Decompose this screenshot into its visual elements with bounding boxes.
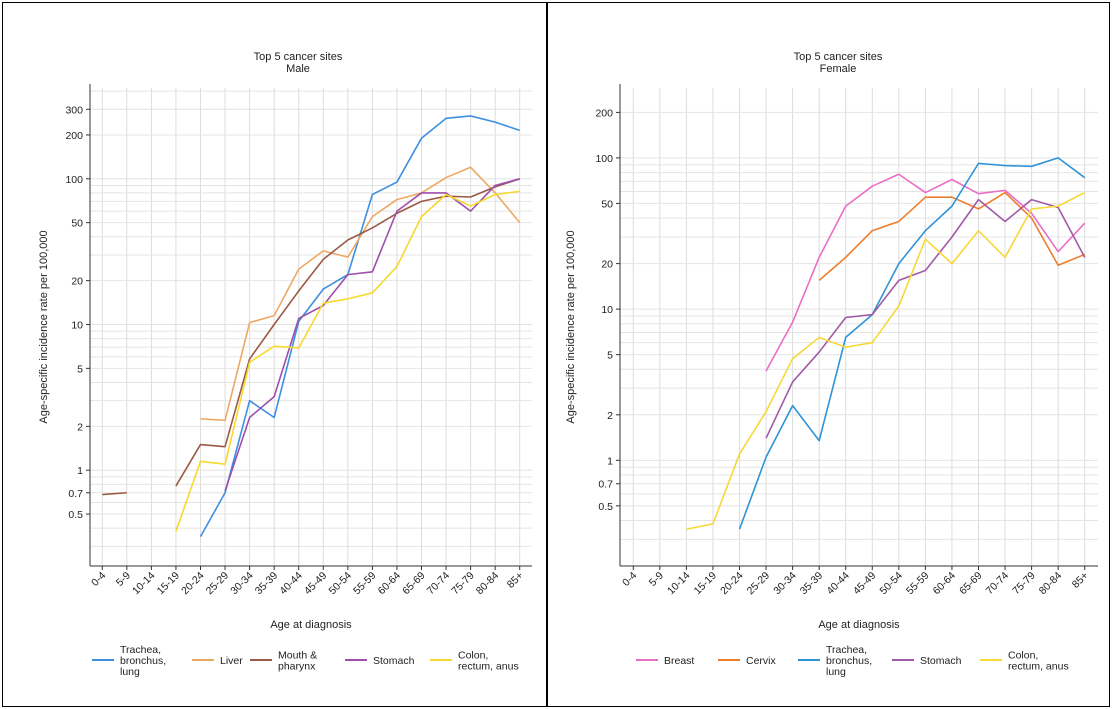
x-tick-label: 15-19 [155,570,183,598]
legend-label: Stomach [920,655,962,667]
x-tick-label: 35-39 [253,570,281,598]
series-line [818,191,1086,281]
series-line [738,157,1086,530]
x-tick-label: 55-59 [904,570,932,598]
y-axis-label: Age-specific incidence rate per 100,000 [565,230,577,423]
y-tick-label: 0.5 [68,509,83,521]
x-tick-label: 40-44 [277,570,305,598]
x-tick-label: 30-34 [771,570,799,598]
x-tick-label: 5-9 [114,570,133,589]
series-line [175,190,520,532]
x-tick-label: 45-49 [851,570,879,598]
panel-divider [546,3,548,706]
legend-label: Colon, rectum, anus [458,650,519,673]
series-line [686,191,1086,531]
legend-label: Cervix [746,655,777,667]
legend-label: Trachea, bronchus, lung [826,644,872,678]
x-tick-label: 10-14 [665,570,693,598]
y-tick-label: 200 [65,130,83,142]
y-tick-label: 300 [65,104,83,116]
series-line [175,178,520,487]
x-tick-label: 15-19 [692,570,720,598]
y-tick-label: 2 [77,421,83,433]
chart-subtitle: Male [286,63,310,75]
x-tick-label: 65-69 [400,570,428,598]
x-tick-label: 20-24 [179,570,207,598]
x-tick-label: 35-39 [798,570,826,598]
x-tick-label: 80-84 [1037,570,1065,598]
legend-label: Colon, rectum, anus [1008,650,1069,673]
x-tick-label: 60-64 [376,570,404,598]
x-tick-label: 50-54 [877,570,905,598]
x-tick-label: 20-24 [718,570,746,598]
series-line [102,491,127,496]
x-tick-label: 75-79 [449,570,477,598]
y-tick-label: 1 [607,455,613,467]
y-tick-label: 1 [77,465,83,477]
x-tick-label: 80-84 [474,570,502,598]
chart-subtitle: Female [820,63,857,75]
y-tick-label: 2 [607,410,613,422]
x-tick-label: 25-29 [745,570,773,598]
x-tick-label: 5-9 [647,570,666,589]
chart-title: Top 5 cancer sites [794,51,883,63]
x-tick-label: 10-14 [130,570,158,598]
y-tick-label: 10 [601,304,613,316]
series-line [765,198,1086,439]
legend-label: Stomach [373,655,415,667]
x-tick-label: 0-4 [620,570,639,589]
y-tick-label: 100 [595,153,613,165]
y-tick-label: 20 [71,276,83,288]
legend-label: Trachea, bronchus, lung [120,644,166,678]
series-line [224,178,520,492]
y-tick-label: 50 [71,218,83,230]
y-axis-label: Age-specific incidence rate per 100,000 [38,230,50,423]
x-tick-label: 60-64 [931,570,959,598]
y-tick-label: 50 [601,198,613,210]
y-tick-label: 100 [65,174,83,186]
x-axis-label: Age at diagnosis [270,619,352,631]
x-tick-label: 65-69 [957,570,985,598]
y-tick-label: 0.7 [68,488,83,500]
x-tick-label: 75-79 [1010,570,1038,598]
x-tick-label: 70-74 [425,570,453,598]
y-tick-label: 10 [71,319,83,331]
x-tick-label: 55-59 [351,570,379,598]
x-tick-label: 30-34 [228,570,256,598]
x-tick-label: 45-49 [302,570,330,598]
y-tick-label: 5 [77,363,83,375]
x-tick-label: 25-29 [204,570,232,598]
x-tick-label: 85+ [1070,570,1091,591]
legend-label: Breast [664,655,694,667]
y-tick-label: 0.7 [598,479,613,491]
chart-title: Top 5 cancer sites [254,51,343,63]
x-axis-label: Age at diagnosis [818,619,900,631]
legend-label: Liver [220,655,243,667]
series-line [200,166,521,422]
y-tick-label: 0.5 [598,501,613,513]
series-line [765,173,1086,372]
x-tick-label: 85+ [505,570,526,591]
x-tick-label: 0-4 [89,570,108,589]
y-tick-label: 20 [601,259,613,271]
legend-label: Mouth & pharynx [278,650,317,673]
x-tick-label: 50-54 [326,570,354,598]
y-tick-label: 5 [607,350,613,362]
x-tick-label: 70-74 [984,570,1012,598]
y-tick-label: 200 [595,107,613,119]
x-tick-label: 40-44 [824,570,852,598]
